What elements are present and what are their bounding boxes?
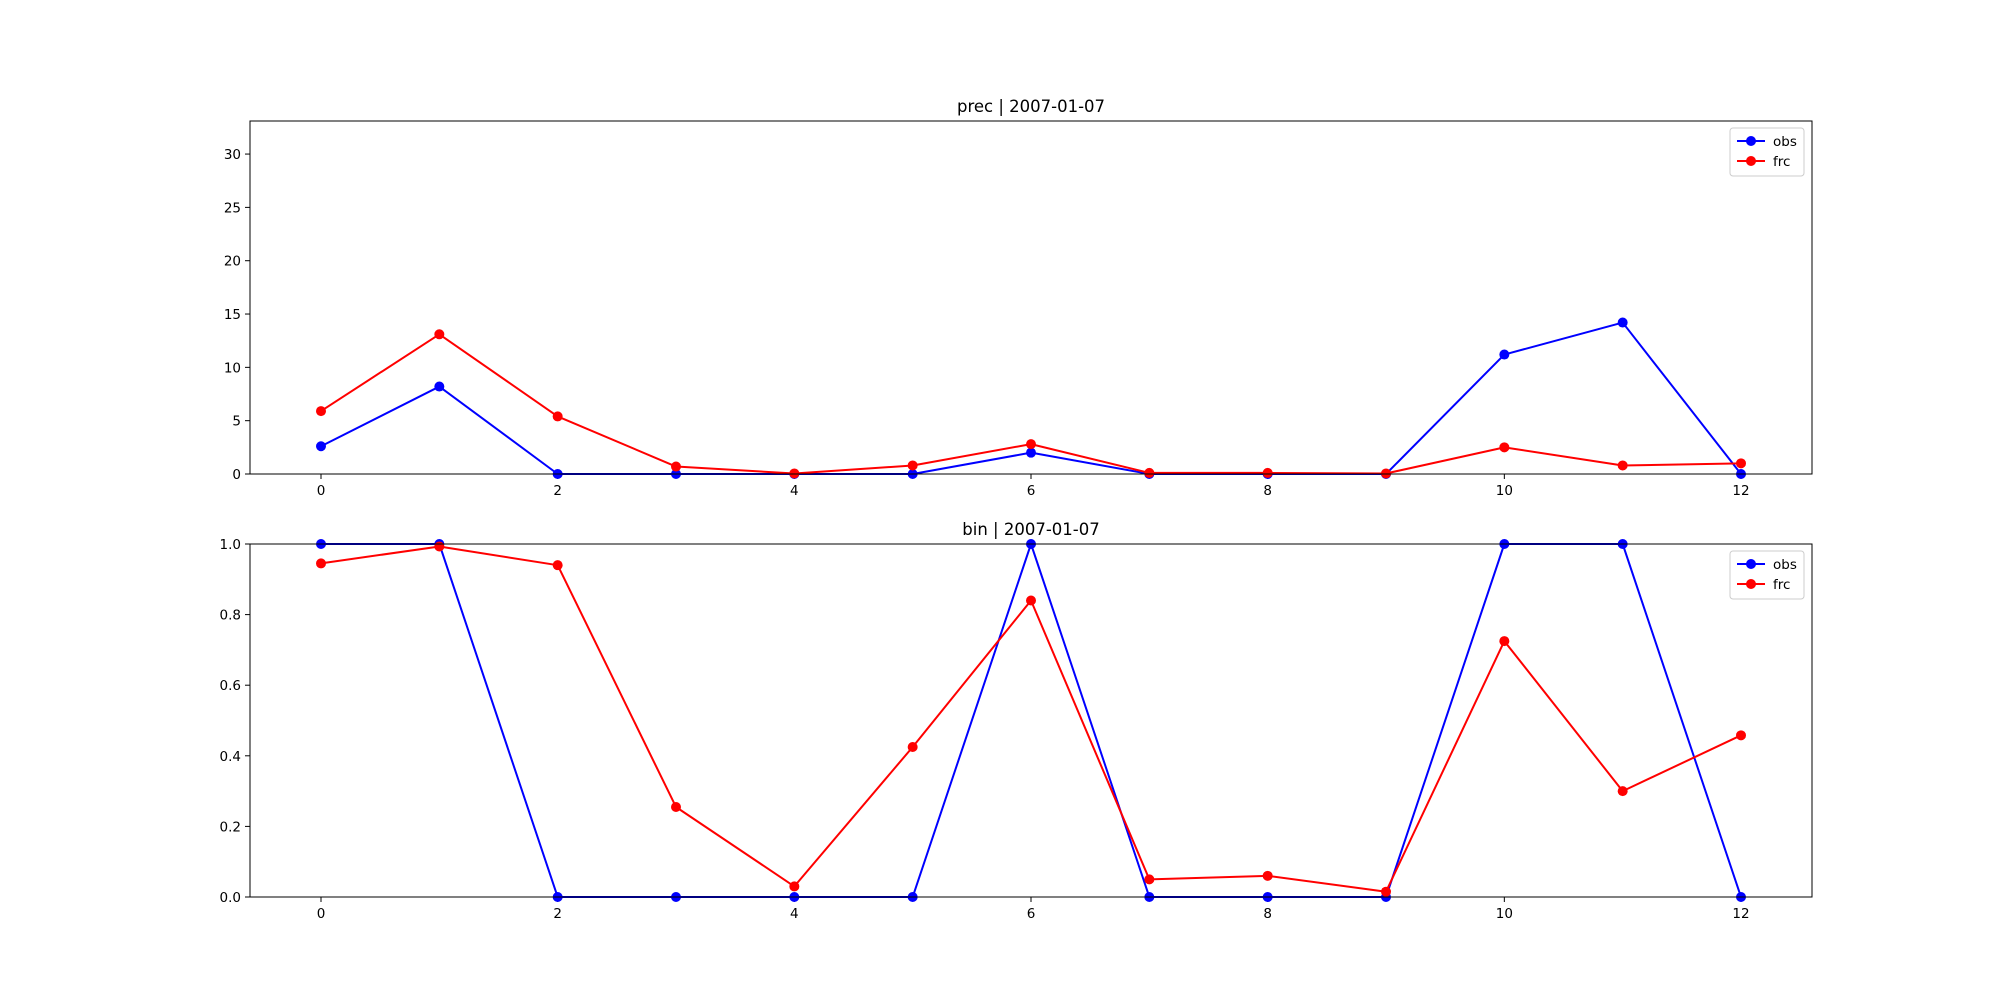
data-point-frc [1262,467,1273,478]
y-tick-label: 0.6 [220,678,241,694]
x-tick-label: 12 [1732,483,1749,499]
x-tick-label: 2 [553,906,562,922]
data-point-frc [1026,595,1036,606]
data-point-frc [552,411,563,422]
legend-label-obs: obs [1773,134,1797,150]
data-point-frc [1617,786,1628,797]
x-tick-label: 4 [790,906,799,922]
y-tick-label: 0.8 [220,608,241,624]
y-tick-label: 5 [232,414,241,430]
y-tick-label: 0.2 [220,819,241,835]
data-point-obs [434,381,445,392]
legend-label-obs: obs [1773,557,1797,573]
y-tick-label: 20 [224,254,241,270]
axes-frame [249,120,1813,475]
data-point-frc [1144,467,1155,478]
y-tick-label: 10 [224,360,241,376]
x-tick-label: 4 [790,483,799,499]
y-tick-label: 0 [232,467,241,483]
data-point-frc [1736,458,1746,469]
chart-title: prec | 2007-01-07 [957,97,1105,116]
data-point-obs [1617,317,1628,328]
legend-label-frc: frc [1773,154,1790,170]
legend-marker-frc [1746,156,1756,166]
data-point-frc [789,881,800,892]
data-point-frc [434,541,445,552]
legend: obs frc [1729,550,1805,600]
data-point-frc [316,406,326,417]
data-point-obs [316,441,326,452]
data-point-frc [1499,442,1510,453]
data-point-frc [789,468,800,479]
x-tick-label: 8 [1263,906,1272,922]
legend-label-frc: frc [1773,577,1790,593]
x-tick-label: 10 [1496,906,1513,922]
data-point-frc [671,461,681,472]
x-tick-label: 6 [1027,483,1036,499]
y-tick-label: 15 [224,307,241,323]
data-point-frc [671,801,681,812]
y-tick-label: 25 [224,200,241,216]
y-tick-label: 0.4 [220,749,241,765]
chart-panel: bin | 2007-01-07 0 2 4 6 8 10 12 0.0 0.2 0.4 0.6 0.8… [220,520,1813,922]
data-point-frc [1144,874,1155,885]
data-point-frc [1262,870,1273,881]
y-tick-label: 1.0 [220,537,241,553]
x-tick-label: 0 [317,483,326,499]
legend-marker-obs [1746,559,1756,569]
x-tick-label: 6 [1027,906,1036,922]
data-point-frc [907,741,918,752]
data-point-frc [1026,439,1036,450]
x-tick-label: 8 [1263,483,1272,499]
data-point-frc [434,329,445,340]
x-tick-label: 2 [553,483,562,499]
data-point-obs [1499,349,1510,360]
data-point-frc [552,560,563,571]
y-tick-label: 30 [224,147,241,163]
x-tick-label: 10 [1496,483,1513,499]
data-point-frc [907,460,918,471]
data-point-frc [1617,460,1628,471]
axes-frame [249,543,1813,898]
x-tick-label: 12 [1732,906,1749,922]
data-point-frc [1736,730,1746,741]
data-point-obs [1026,447,1036,458]
data-point-frc [1499,636,1510,647]
chart-title: bin | 2007-01-07 [962,520,1099,539]
chart-panel: prec | 2007-01-07 0 2 4 6 8 10 12 0 5 10 15 20 25 30 ob… [224,97,1813,499]
data-point-frc [1381,886,1391,897]
x-tick-label: 0 [317,906,326,922]
legend-marker-obs [1746,136,1756,146]
y-tick-label: 0.0 [220,890,241,906]
legend-marker-frc [1746,579,1756,589]
legend: obs frc [1729,127,1805,177]
data-point-frc [1381,468,1391,479]
data-point-frc [316,558,326,569]
